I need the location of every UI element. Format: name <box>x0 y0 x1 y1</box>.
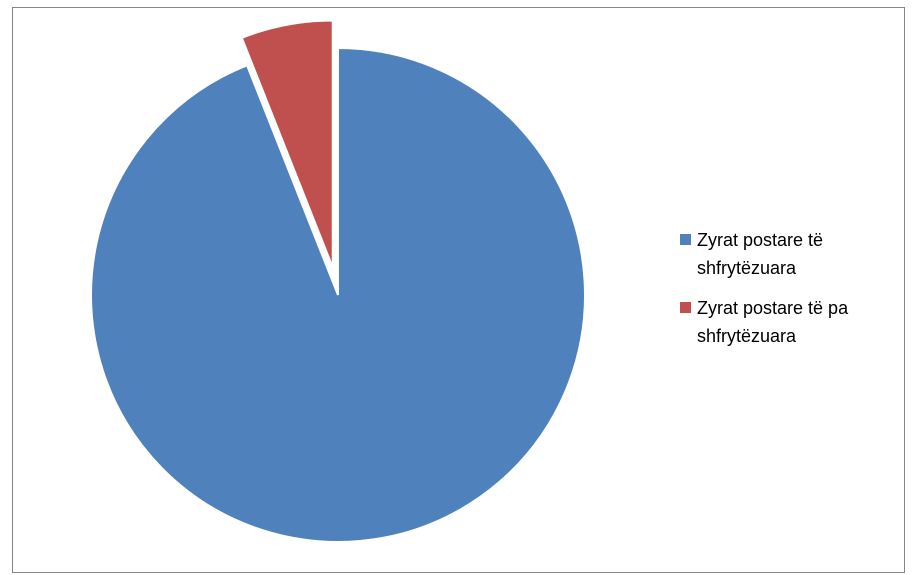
pie-slice-unused <box>240 19 334 268</box>
legend-swatch-unused <box>680 302 691 313</box>
legend-label-unused: Zyrat postare të pa shfrytëzuara <box>697 298 849 346</box>
legend: Zyrat postare të shfrytëzuara Zyrat post… <box>680 226 905 362</box>
legend-label-used: Zyrat postare të shfrytëzuara <box>697 230 824 278</box>
legend-item-used: Zyrat postare të shfrytëzuara <box>680 226 905 282</box>
legend-swatch-used <box>680 234 691 245</box>
pie-slice-used <box>90 46 586 543</box>
legend-item-unused: Zyrat postare të pa shfrytëzuara <box>680 294 905 350</box>
